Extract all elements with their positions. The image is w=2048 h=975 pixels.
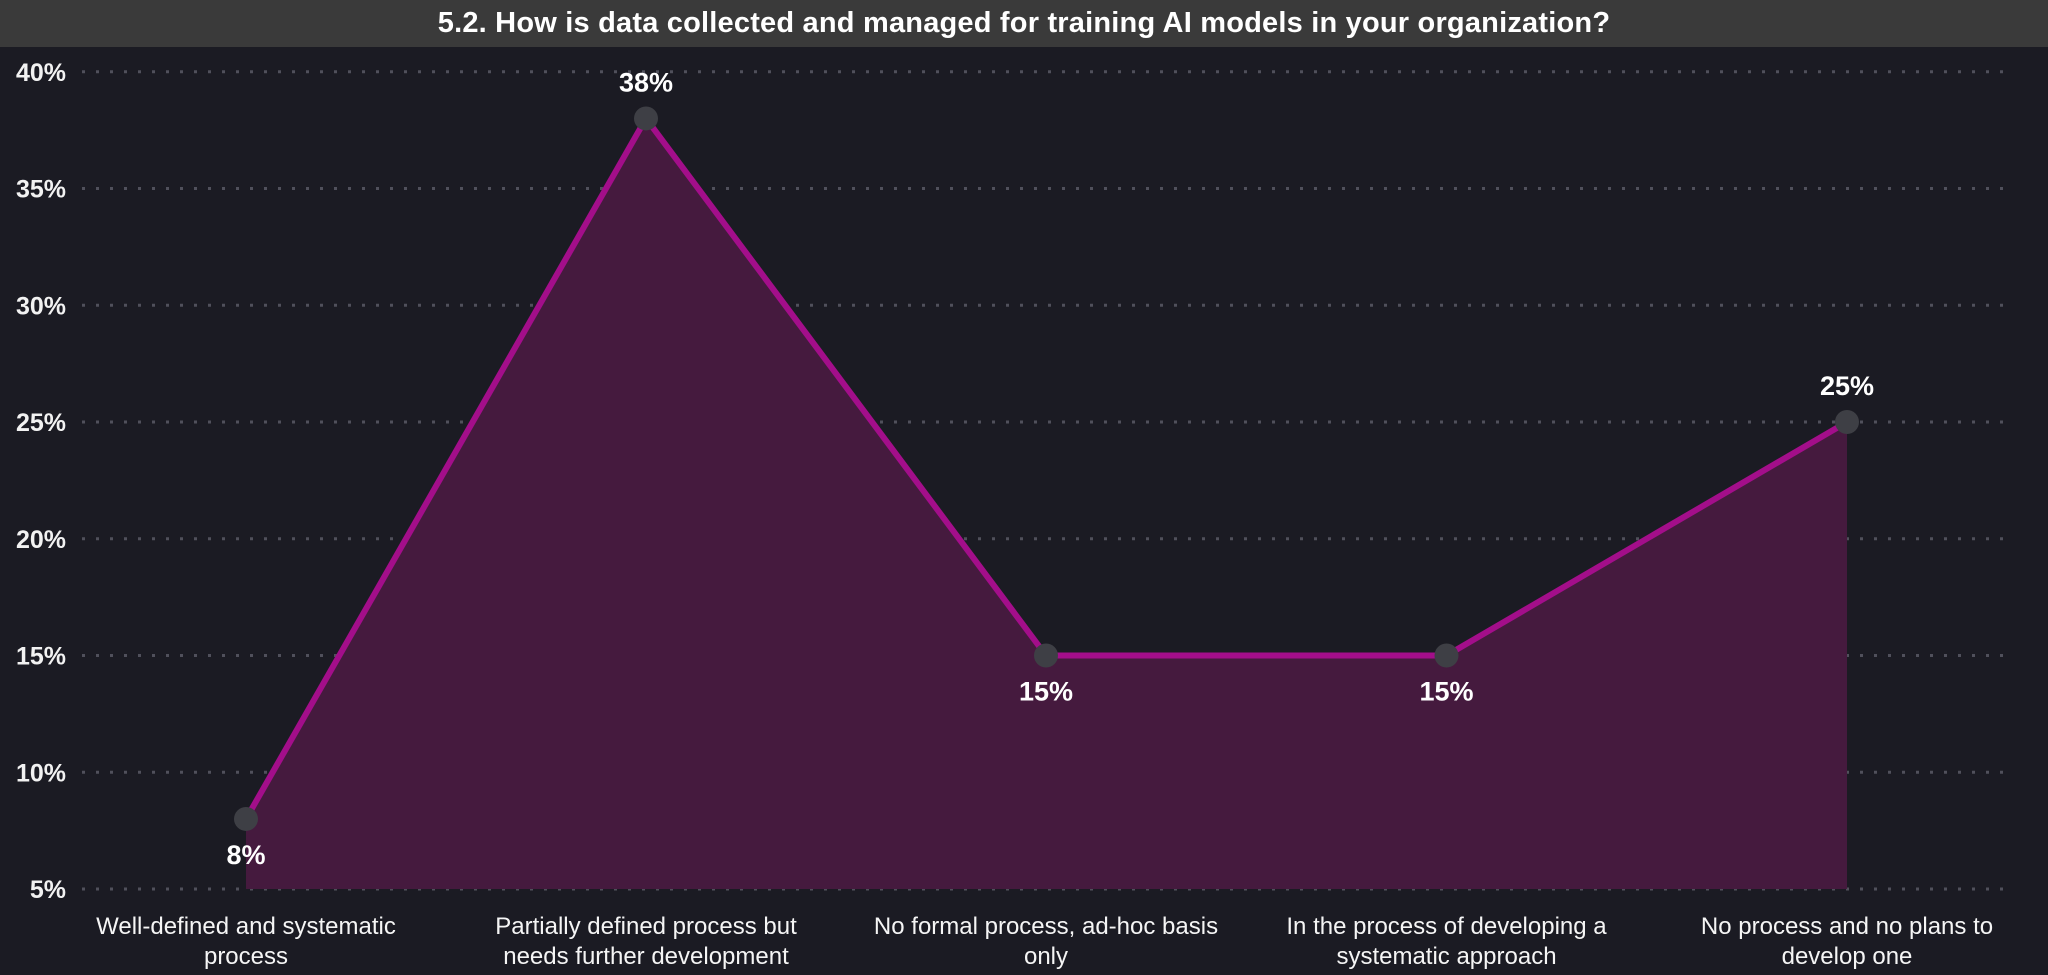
y-axis-tick-label: 20% bbox=[16, 526, 66, 554]
x-axis-category-label: No process and no plans to develop one bbox=[1700, 913, 1994, 970]
data-point-marker[interactable] bbox=[1434, 643, 1459, 668]
y-axis-tick-label: 30% bbox=[16, 292, 66, 320]
y-axis-tick-label: 15% bbox=[16, 643, 66, 671]
x-axis-category-label: No formal process, ad-hoc basis only bbox=[873, 913, 1219, 970]
data-point-marker[interactable] bbox=[634, 106, 658, 131]
data-point-marker[interactable] bbox=[1835, 410, 1859, 434]
data-point-marker[interactable] bbox=[1034, 643, 1058, 668]
area-fill bbox=[246, 118, 1847, 889]
x-axis-category-label: Partially defined process but needs furt… bbox=[495, 913, 797, 970]
y-axis-tick-label: 10% bbox=[16, 759, 66, 787]
data-point-label: 15% bbox=[1019, 677, 1073, 707]
chart-title-bar: 5.2. How is data collected and managed f… bbox=[0, 0, 2048, 47]
data-point-label: 25% bbox=[1820, 371, 1874, 401]
data-point-label: 38% bbox=[619, 67, 673, 97]
y-axis-tick-label: 40% bbox=[16, 59, 66, 87]
data-point-marker[interactable] bbox=[234, 806, 258, 831]
x-axis: Well-defined and systematic process Parti… bbox=[0, 912, 2048, 975]
y-axis-tick-label: 35% bbox=[16, 176, 66, 204]
data-point-label: 8% bbox=[226, 840, 265, 870]
x-axis-category-label: Well-defined and systematic process bbox=[96, 913, 396, 970]
y-axis-tick-label: 5% bbox=[30, 876, 66, 904]
x-axis-category-label: In the process of developing a systemati… bbox=[1286, 913, 1607, 970]
area-chart: 5% 10% 15% 20% 25% 30% 35% 40% 8% 38% 15% 15% 25% bbox=[16, 59, 2005, 904]
chart-title: 5.2. How is data collected and managed f… bbox=[437, 7, 1611, 39]
y-axis-tick-label: 25% bbox=[16, 409, 66, 437]
data-point-label: 15% bbox=[1419, 677, 1473, 707]
